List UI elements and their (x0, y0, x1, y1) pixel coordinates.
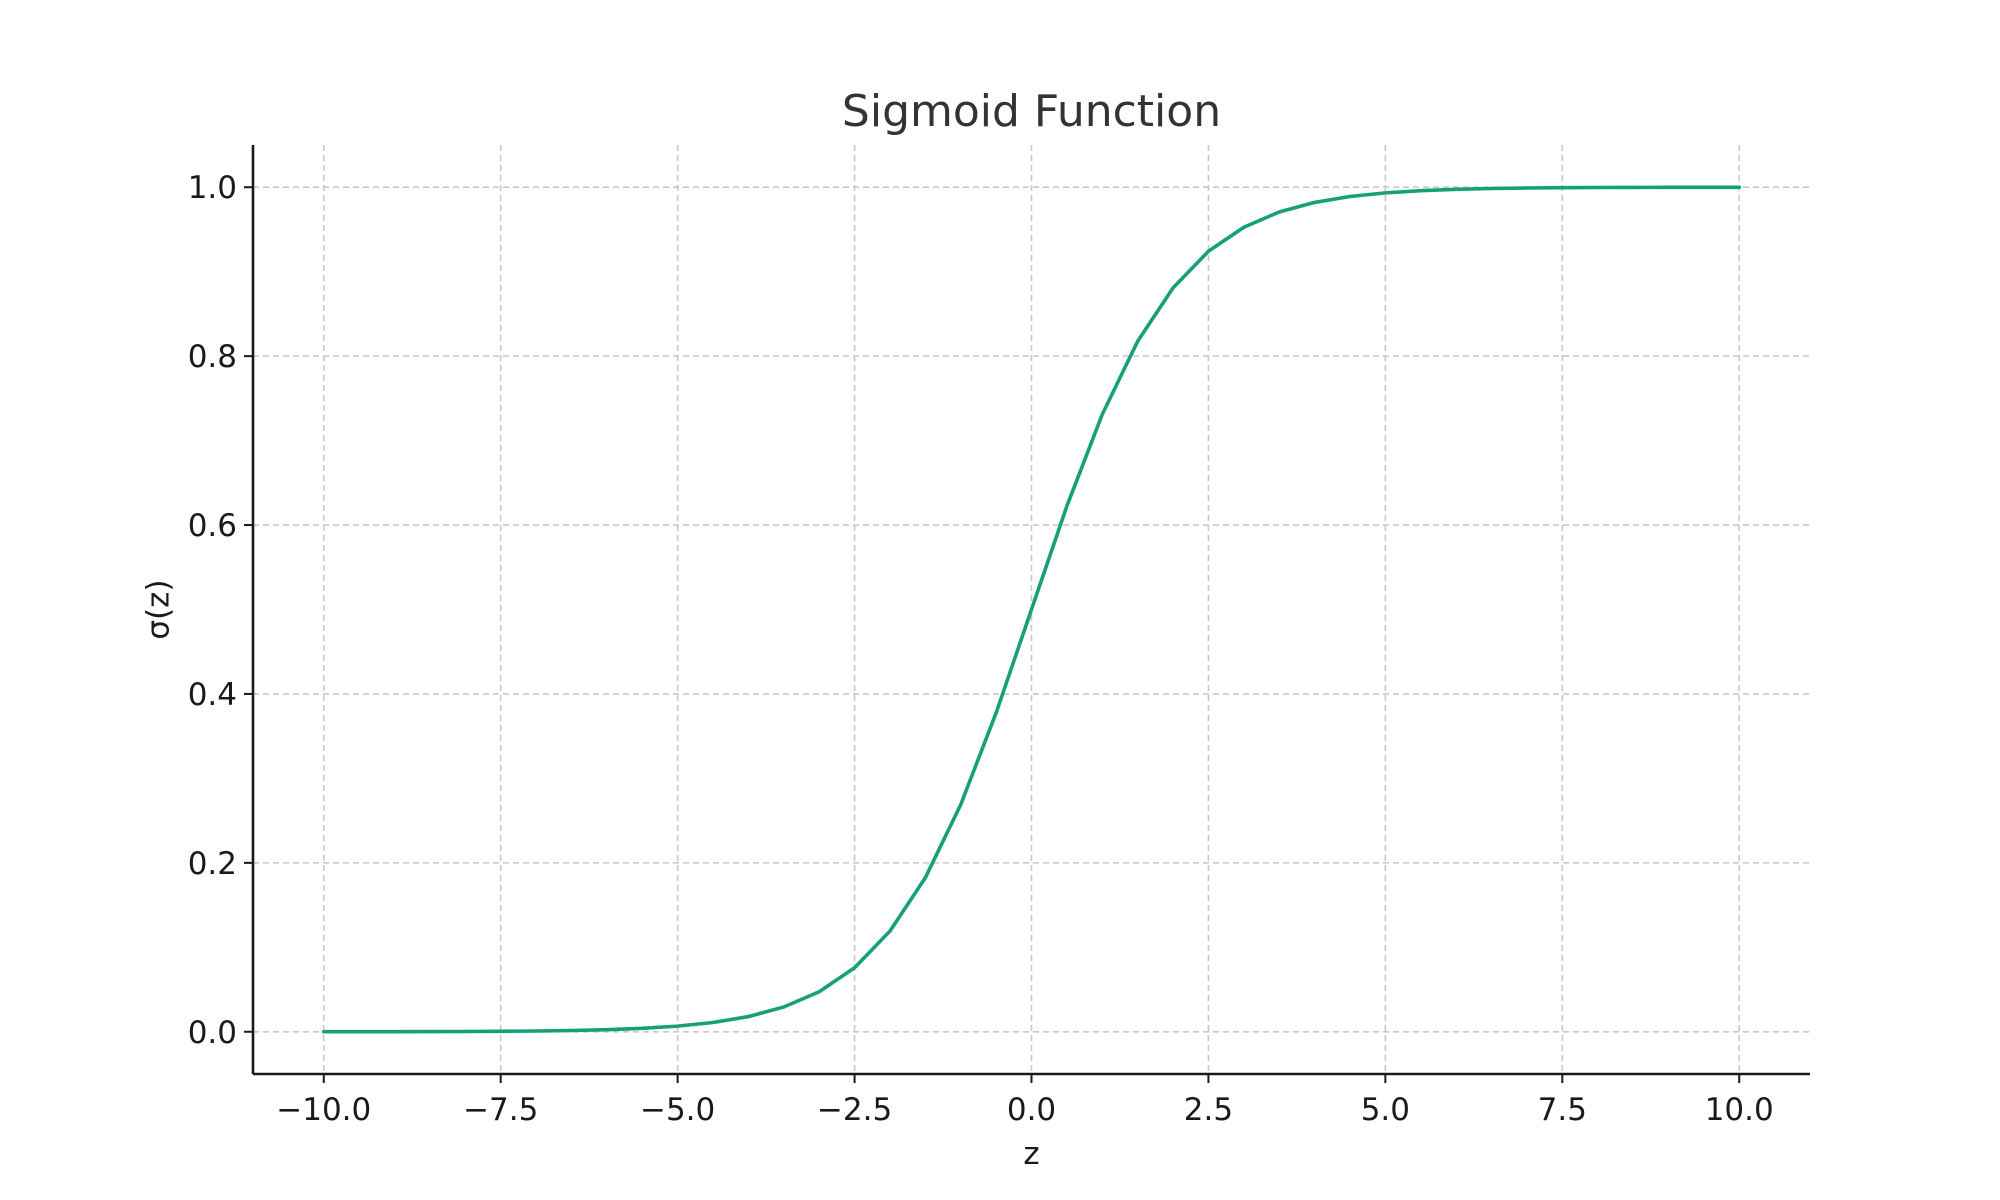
ticks-layer: −10.0 −7.5 −5.0 −2.5 0.0 2.5 5.0 7.5 10.0 0.0 0.2 0… (188, 170, 1774, 1128)
chart-title: Sigmoid Function (842, 86, 1221, 137)
y-tick-label: 0.0 (188, 1015, 237, 1051)
x-tick-label: 2.5 (1184, 1092, 1233, 1128)
x-tick-label: 10.0 (1705, 1092, 1774, 1128)
sigmoid-curve (321, 185, 1742, 1034)
x-tick-label: 5.0 (1361, 1092, 1410, 1128)
y-tick-label: 0.4 (188, 677, 237, 713)
x-tick-label: −5.0 (640, 1092, 715, 1128)
series-layer (321, 185, 1742, 1034)
y-axis-title: σ(z) (141, 579, 177, 639)
y-tick-label: 0.8 (188, 339, 237, 375)
x-tick-label: 0.0 (1007, 1092, 1056, 1128)
x-tick-label: −7.5 (463, 1092, 538, 1128)
y-tick-label: 1.0 (188, 170, 237, 206)
x-tick-label: −10.0 (276, 1092, 371, 1128)
y-tick-label: 0.2 (188, 846, 237, 882)
x-axis-title: z (1023, 1136, 1039, 1172)
y-tick-label: 0.6 (188, 508, 237, 544)
x-tick-label: −2.5 (817, 1092, 892, 1128)
x-tick-label: 7.5 (1538, 1092, 1587, 1128)
